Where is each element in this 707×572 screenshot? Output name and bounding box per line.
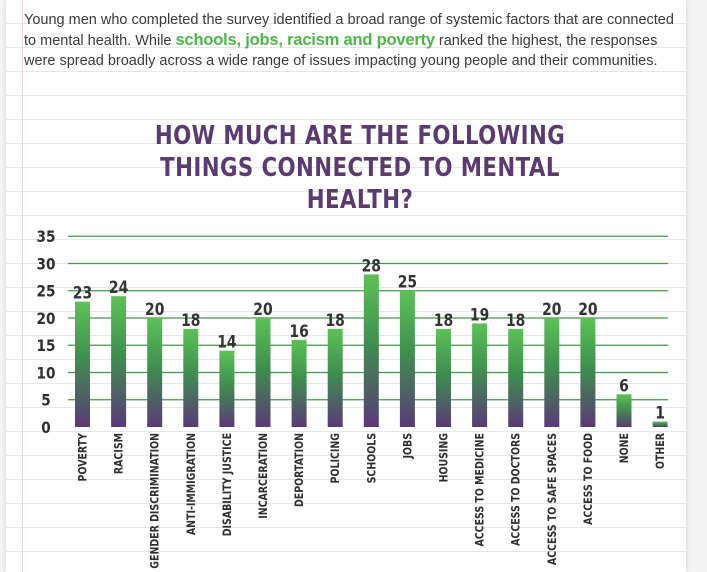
chart-title: HOW MUCH ARE THE FOLLOWING THINGS CONNEC…: [154, 121, 566, 215]
value-label: 24: [109, 278, 129, 298]
x-tick-label-group: ACCESS TO SAFE SPACES: [546, 433, 559, 565]
y-tick-label: 35: [37, 228, 56, 246]
value-label: 23: [73, 283, 92, 303]
bar: [147, 318, 163, 427]
x-tick-label-group: POVERTY: [77, 433, 90, 482]
value-label: 1: [655, 403, 665, 423]
value-label: 20: [253, 300, 273, 320]
x-tick-label: DISABILITY JUSTICE: [221, 433, 234, 536]
x-tick-label: NONE: [618, 433, 631, 463]
x-tick-label: RACISM: [113, 433, 126, 474]
value-label: 28: [362, 256, 381, 276]
x-tick-label-group: OTHER: [654, 433, 667, 469]
bar: [183, 328, 199, 427]
bar: [219, 350, 235, 427]
x-tick-label-group: ACCESS TO FOOD: [582, 433, 595, 525]
bar: [544, 318, 560, 427]
y-tick-label: 25: [37, 283, 56, 301]
bar: [255, 318, 271, 427]
intro-highlight: schools, jobs, racism and poverty: [175, 31, 436, 49]
x-tick-label: ACCESS TO FOOD: [582, 433, 595, 525]
value-label: 20: [578, 300, 598, 320]
x-tick-label: POLICING: [329, 433, 342, 483]
x-tick-label-group: POLICING: [329, 433, 342, 483]
value-label: 18: [326, 311, 345, 331]
intro-text-part2: ranked the highest, the responses were s…: [24, 33, 658, 69]
bar: [75, 301, 90, 427]
x-tick-label: INCARCERATION: [257, 433, 270, 519]
value-label: 14: [217, 332, 237, 352]
x-tick-label-group: ACCESS TO MEDICINE: [474, 433, 487, 547]
notebook-paper: [6, 0, 686, 572]
x-tick-label: ANTI-IMMIGRATION: [185, 433, 198, 535]
value-label: 25: [398, 272, 417, 292]
x-tick-label-group: DEPORTATION: [293, 433, 306, 507]
x-tick-label: POVERTY: [77, 433, 90, 482]
y-tick-label: 10: [37, 364, 56, 382]
x-tick-label: ACCESS TO DOCTORS: [510, 433, 523, 546]
x-tick-label-group: ACCESS TO DOCTORS: [510, 433, 523, 546]
margin-line: [22, 0, 23, 572]
value-label: 20: [145, 300, 165, 320]
value-labels: 23 24 20 18 14 20 16 18 28 25 18 19 18 20 20 6 1: [73, 256, 665, 423]
y-tick-label: 30: [37, 255, 56, 273]
bar: [291, 339, 307, 427]
y-tick-label: 15: [37, 337, 56, 355]
bar: [652, 421, 668, 427]
x-axis-labels: POVERTY RACISM GENDER DISCRIMINATION ANTI-I…: [77, 433, 668, 569]
bar: [399, 290, 415, 427]
value-label: 16: [289, 321, 308, 341]
x-tick-label: GENDER DISCRIMINATION: [149, 433, 162, 569]
x-tick-label-group: HOUSING: [438, 433, 451, 482]
x-tick-label-group: GENDER DISCRIMINATION: [149, 433, 162, 569]
y-tick-label: 0: [41, 419, 50, 437]
x-tick-label: OTHER: [654, 433, 667, 469]
x-tick-label: HOUSING: [438, 433, 451, 482]
value-label: 18: [506, 311, 525, 331]
bar: [111, 296, 127, 427]
y-axis-ticks: 0 5 10 15 20 25 30 35: [37, 228, 56, 437]
bar: [472, 323, 488, 427]
intro-text-part1: Young men who completed the survey ident…: [24, 12, 674, 49]
bar: [580, 318, 596, 427]
x-tick-label-group: DISABILITY JUSTICE: [221, 433, 234, 536]
x-tick-label-group: JOBS: [402, 433, 415, 459]
intro-paragraph: Young men who completed the survey ident…: [24, 10, 684, 71]
x-tick-label-group: NONE: [618, 433, 631, 463]
value-label: 18: [181, 311, 200, 331]
y-tick-label: 5: [41, 392, 50, 410]
x-tick-label: JOBS: [402, 433, 415, 459]
x-tick-label: ACCESS TO SAFE SPACES: [546, 433, 559, 565]
value-label: 6: [619, 376, 629, 396]
x-tick-label-group: RACISM: [113, 433, 126, 474]
y-tick-label: 20: [37, 310, 56, 328]
bars: [75, 274, 668, 427]
bar: [327, 328, 343, 427]
bar: [363, 274, 379, 427]
bar: [436, 328, 451, 427]
x-tick-label-group: INCARCERATION: [257, 433, 270, 519]
value-label: 20: [542, 300, 562, 320]
x-tick-label-group: ANTI-IMMIGRATION: [185, 433, 198, 535]
bar: [508, 328, 524, 427]
x-tick-label: ACCESS TO MEDICINE: [474, 433, 487, 547]
x-tick-label-group: SCHOOLS: [365, 433, 378, 483]
value-label: 19: [470, 305, 489, 325]
bar: [616, 394, 632, 427]
value-label: 18: [434, 311, 453, 331]
x-tick-label: SCHOOLS: [365, 433, 378, 483]
x-tick-label: DEPORTATION: [293, 433, 306, 507]
